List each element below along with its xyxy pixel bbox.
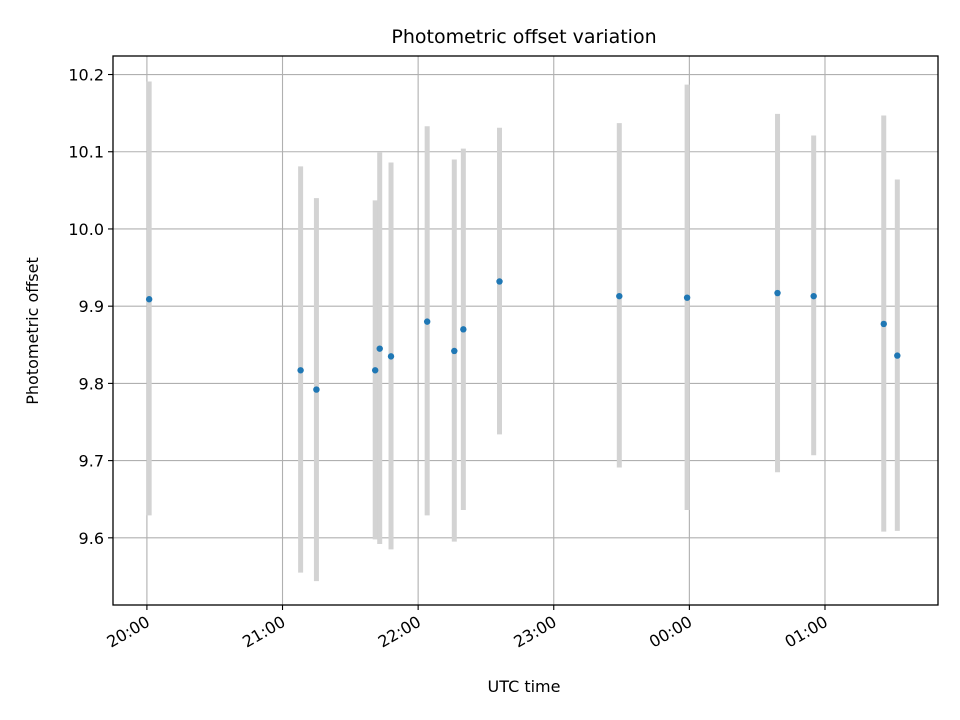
chart-title: Photometric offset variation — [391, 26, 656, 48]
y-axis-label: Photometric offset — [23, 257, 42, 405]
y-tick-label: 10.0 — [68, 220, 104, 239]
data-point — [297, 367, 304, 374]
data-point — [387, 353, 395, 360]
grid — [113, 56, 938, 605]
plot-frame — [112, 55, 939, 606]
y-tick-label: 10.2 — [68, 66, 104, 85]
data-point — [145, 296, 153, 303]
data-point — [774, 289, 781, 297]
y-tick-label: 9.9 — [79, 297, 104, 316]
data-point — [496, 278, 503, 285]
data-point — [423, 318, 431, 325]
x-axis-label: UTC time — [488, 677, 561, 696]
data-point — [371, 367, 379, 374]
y-tick-label: 10.1 — [68, 143, 104, 162]
data-point — [460, 326, 467, 333]
data-point — [616, 292, 623, 300]
data-point — [376, 345, 383, 352]
y-tick-label: 9.8 — [79, 374, 104, 393]
data-point — [451, 347, 458, 355]
data-points — [145, 278, 901, 393]
data-point — [810, 292, 817, 300]
data-point — [894, 352, 901, 359]
data-point — [880, 320, 887, 328]
data-point — [683, 294, 691, 301]
y-tick-label: 9.6 — [79, 529, 104, 548]
data-point — [313, 386, 320, 393]
y-tick-label: 9.7 — [79, 452, 104, 471]
